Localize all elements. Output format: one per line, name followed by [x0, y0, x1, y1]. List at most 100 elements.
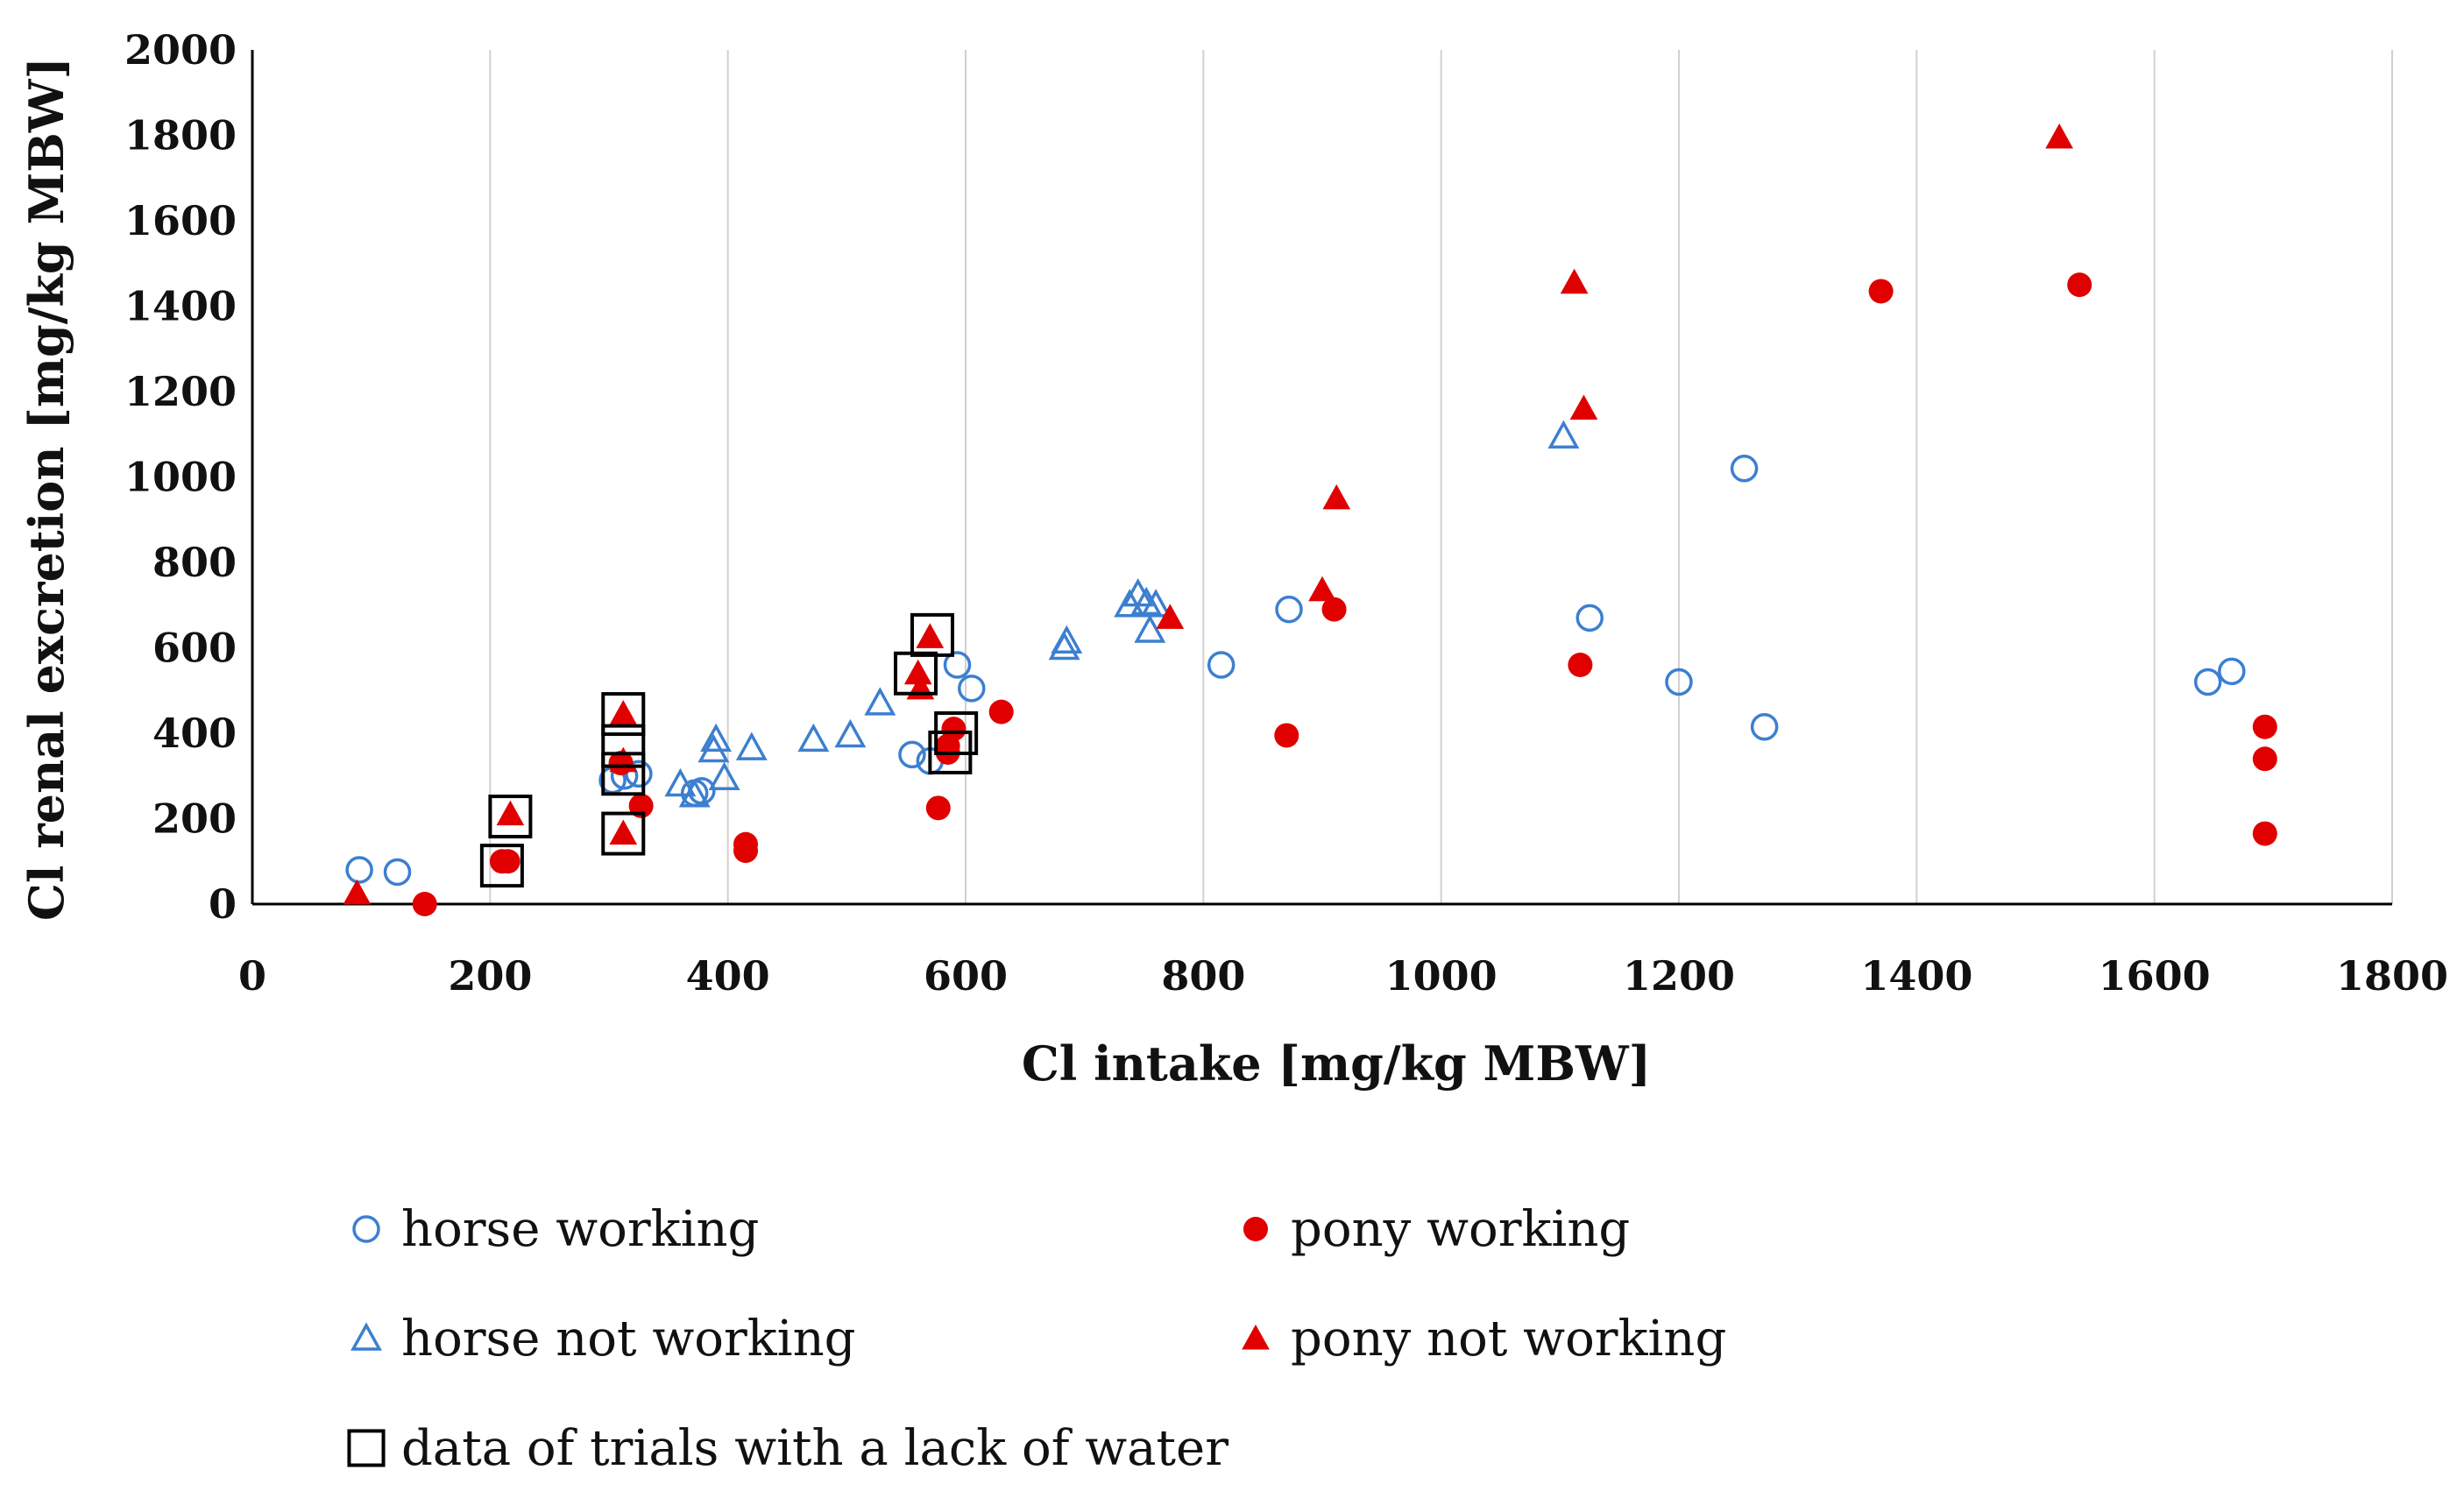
- data-point: [934, 711, 979, 755]
- grid-lines: [489, 50, 2393, 904]
- y-tick-label: 200: [152, 795, 237, 843]
- data-point: [609, 700, 638, 725]
- data-point: [1547, 420, 1580, 449]
- data-point: [2252, 746, 2277, 772]
- data-point: [2067, 272, 2092, 298]
- x-tick-label: 1000: [1385, 952, 1498, 1000]
- data-point: [941, 717, 966, 742]
- legend-item: horse working: [352, 1201, 759, 1258]
- x-tick-label: 400: [686, 952, 770, 1000]
- x-tick-labels: 0 200 400 600 800 1000 1200 1400 1600 1800: [238, 952, 2448, 1000]
- legend-item: horse not working: [350, 1311, 856, 1367]
- data-point: [1560, 268, 1589, 294]
- data-points: [343, 123, 2277, 916]
- data-point: [495, 849, 520, 874]
- legend-label: horse working: [401, 1201, 759, 1258]
- data-point: [894, 651, 938, 696]
- data-point: [1322, 484, 1351, 510]
- data-point: [910, 612, 955, 657]
- y-axis-title: Cl renal excretion [mg/kg MBW]: [18, 57, 74, 921]
- data-point: [479, 844, 524, 888]
- axes: [251, 50, 2392, 906]
- data-point: [488, 795, 533, 839]
- legend-item: data of trials with a lack of water: [347, 1420, 1228, 1477]
- legend-label: pony working: [1291, 1201, 1630, 1258]
- y-tick-label: 2000: [124, 26, 237, 74]
- legend-label: horse not working: [401, 1311, 856, 1367]
- y-tick-labels: 0 200 400 600 800 1000 1200 1400 1600 1800 2000: [124, 26, 237, 928]
- legend-label: pony not working: [1291, 1311, 1726, 1367]
- data-point: [678, 779, 711, 808]
- data-point: [1730, 455, 1759, 483]
- data-point: [1575, 604, 1604, 632]
- data-point: [2045, 123, 2073, 149]
- legend-item: pony not working: [1242, 1311, 1726, 1367]
- x-axis-title: Cl intake [mg/kg MBW]: [1022, 1035, 1651, 1092]
- data-point: [1051, 625, 1083, 654]
- data-point: [601, 724, 646, 768]
- data-point: [700, 723, 733, 753]
- y-tick-label: 1200: [124, 368, 237, 415]
- data-point: [1134, 614, 1166, 643]
- data-point: [1308, 576, 1336, 602]
- data-point: [733, 838, 759, 864]
- x-tick-label: 800: [1161, 952, 1245, 1000]
- series-horse-not-working: [664, 420, 1580, 808]
- legend-marker: [352, 1215, 380, 1243]
- legend: horse working horse not working pony worki…: [347, 1201, 1726, 1477]
- data-point: [664, 767, 697, 797]
- legend-label: data of trials with a lack of water: [401, 1420, 1228, 1477]
- x-tick-label: 1400: [1860, 952, 1972, 1000]
- data-point: [496, 800, 525, 826]
- y-tick-label: 800: [152, 539, 237, 586]
- data-point: [383, 858, 412, 887]
- series-pony-working: [412, 272, 2277, 916]
- y-tick-label: 0: [209, 880, 237, 928]
- data-point: [609, 819, 638, 845]
- data-point: [343, 879, 372, 905]
- data-point: [1568, 653, 1593, 677]
- data-point: [1140, 589, 1172, 618]
- y-tick-label: 1000: [124, 454, 237, 501]
- y-tick-label: 1800: [124, 112, 237, 159]
- data-point: [345, 856, 373, 884]
- data-point: [412, 892, 437, 916]
- y-tick-label: 600: [152, 625, 237, 672]
- data-point: [797, 723, 830, 753]
- data-point: [916, 623, 945, 648]
- data-point: [1274, 723, 1299, 748]
- data-point: [601, 811, 646, 856]
- data-point: [2252, 714, 2277, 739]
- data-point: [864, 687, 896, 716]
- data-point: [925, 795, 951, 821]
- data-point: [601, 752, 646, 796]
- data-point: [1207, 651, 1236, 679]
- x-tick-label: 200: [448, 952, 532, 1000]
- y-tick-label: 1400: [124, 283, 237, 330]
- data-point: [1130, 586, 1163, 616]
- data-point: [1569, 394, 1598, 420]
- data-point: [988, 699, 1014, 724]
- data-point: [708, 761, 740, 790]
- y-tick-label: 1600: [124, 197, 237, 244]
- data-point: [958, 675, 986, 703]
- data-point: [601, 692, 646, 737]
- y-tick-label: 400: [152, 710, 237, 757]
- data-point: [1665, 668, 1693, 696]
- x-tick-label: 1600: [2099, 952, 2211, 1000]
- data-point: [2193, 668, 2222, 696]
- legend-marker: [350, 1322, 382, 1351]
- x-tick-label: 1200: [1623, 952, 1735, 1000]
- legend-item: pony working: [1243, 1201, 1630, 1258]
- data-point: [1275, 595, 1303, 624]
- data-point: [2252, 821, 2277, 846]
- legend-marker: [1243, 1217, 1268, 1241]
- series-data-of-trials-with-a-lack-of-water: [479, 612, 979, 888]
- data-point: [1156, 604, 1185, 629]
- legend-marker: [347, 1429, 386, 1467]
- data-point: [834, 718, 867, 748]
- data-point: [2218, 657, 2246, 686]
- data-point: [1750, 712, 1779, 741]
- x-tick-label: 600: [924, 952, 1008, 1000]
